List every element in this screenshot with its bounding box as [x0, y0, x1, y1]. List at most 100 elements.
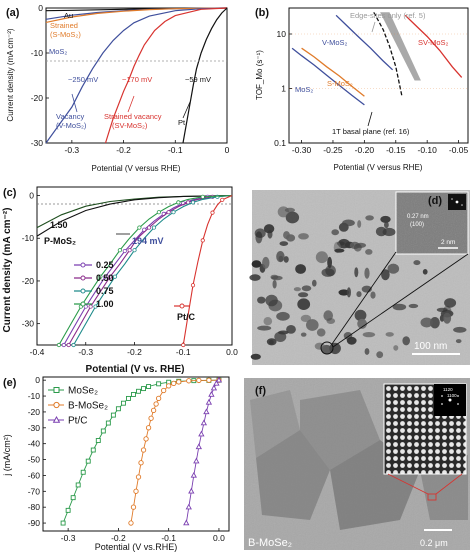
c-legend-label: 0.25 — [96, 260, 114, 270]
a-series-3 — [45, 7, 228, 144]
e-ytick-label: -10 — [28, 391, 41, 401]
nanoparticle — [365, 215, 374, 221]
e-point-2 — [195, 443, 202, 450]
c-legend-label: Pt/C — [177, 312, 196, 322]
label-59mv: ~59 mV — [185, 75, 211, 84]
b-edge-band — [380, 12, 421, 81]
c-series-5 — [58, 194, 233, 346]
nanoparticle — [354, 309, 367, 322]
nanoparticle — [297, 298, 311, 311]
fft-label-2: 1100 — [447, 393, 457, 398]
e-point-0 — [131, 392, 136, 397]
a-series-4 — [104, 7, 228, 144]
c-point-2 — [103, 274, 108, 279]
nanoparticle — [269, 339, 274, 345]
b-ytick-label: 0.1 — [274, 138, 286, 148]
nanoparticle — [365, 249, 373, 255]
c-point-6 — [181, 342, 186, 348]
panel-d-letter: (d) — [428, 195, 442, 207]
e-point-0 — [105, 420, 111, 426]
e-point-1 — [150, 407, 157, 413]
nanoparticle — [422, 269, 428, 275]
e-ytick-label: -20 — [28, 407, 41, 417]
label-c-p-mos2: P-MoS₂ — [44, 236, 76, 246]
nanoparticle — [270, 274, 279, 280]
e-point-0 — [70, 495, 76, 501]
c-point-4 — [71, 342, 76, 348]
panel-a-ylabel: Current density (mA cm⁻²) — [6, 28, 15, 121]
e-xtick-label: -0.3 — [61, 533, 76, 543]
a-ytick-label: -20 — [31, 93, 44, 103]
nanoparticle — [286, 325, 296, 334]
panel-a-xlabel: Potential (V versus RHE) — [92, 164, 181, 173]
b-series-2 — [335, 14, 394, 71]
c-ytick-label: -30 — [22, 319, 35, 329]
e-point-1 — [176, 379, 182, 385]
nanoparticle — [436, 307, 448, 312]
fft-spot — [441, 403, 443, 405]
nanoparticle — [357, 220, 362, 228]
fft-spot — [455, 200, 459, 204]
c-point-4 — [171, 210, 176, 215]
b-xtick-label: -0.20 — [355, 145, 375, 155]
panel-c-xlabel: Potential (V vs. RHE) — [86, 364, 185, 375]
e-point-0 — [136, 388, 141, 394]
e-point-1 — [133, 488, 139, 494]
e-point-2 — [203, 408, 210, 415]
nanoparticle — [346, 287, 351, 298]
c-point-3 — [147, 225, 152, 230]
arrow-vacancy — [71, 93, 78, 113]
nanoparticle — [444, 298, 457, 308]
panel-f-letter: (f) — [255, 385, 266, 397]
e-point-2 — [200, 419, 208, 426]
panel-e-ylabel: j (mA/cm²) — [2, 434, 12, 477]
label-v-mos2: (V-MoS₂) — [56, 121, 87, 130]
c-ytick-label: 0 — [29, 191, 34, 201]
nanoparticle — [277, 206, 290, 218]
e-point-1 — [148, 415, 154, 421]
c-ytick-label: -10 — [22, 233, 35, 243]
label-c-150: 1.50 — [50, 220, 68, 230]
nanoparticle — [376, 351, 384, 359]
arrow-pt — [182, 101, 191, 119]
e-point-0 — [126, 395, 131, 401]
c-point-3 — [127, 248, 132, 253]
a-series-5 — [182, 7, 228, 144]
nanoparticle — [298, 233, 309, 240]
nanoparticles — [249, 206, 467, 360]
fft-spot — [451, 198, 453, 200]
arrow-sv — [127, 95, 135, 113]
e-xtick-label: 0.0 — [213, 533, 225, 543]
nanoparticle — [268, 299, 283, 312]
panel-e-xlabel: Potential (V vs.RHE) — [95, 542, 178, 552]
e-point-2 — [213, 379, 220, 386]
e-point-1 — [140, 447, 147, 453]
nanoparticle — [300, 332, 307, 337]
nanoparticle — [338, 289, 350, 296]
a-xtick-label: -0.3 — [65, 145, 80, 155]
c-point-5 — [98, 274, 103, 279]
nanoparticle — [306, 319, 319, 331]
c-xtick-label: -0.2 — [127, 347, 142, 357]
nanoparticle — [263, 224, 275, 234]
label-basal: 1T basal plane (ref. 16) — [332, 127, 410, 136]
e-ytick-label: 0 — [35, 375, 40, 385]
nanosheet — [250, 390, 300, 458]
b-xtick-label: -0.10 — [417, 145, 437, 155]
nanoparticle — [283, 256, 289, 263]
c-point-4 — [190, 200, 196, 205]
nanoparticle — [413, 260, 421, 266]
label-strained: Strained — [50, 21, 78, 30]
nanosheet — [300, 390, 380, 470]
nanoparticle — [420, 317, 433, 328]
e-point-1 — [145, 425, 152, 431]
c-legend-label: 0.50 — [96, 273, 114, 283]
e-ytick-label: -50 — [28, 455, 41, 465]
panel-a: -0.3 -0.2 -0.1 0 0 -10 -20 -30 (a) Potential (V… — [6, 3, 230, 173]
nanoparticle — [392, 303, 407, 311]
b-xtick-label: -0.30 — [292, 145, 312, 155]
e-xtick-label: -0.2 — [111, 533, 126, 543]
e-point-0 — [75, 482, 81, 488]
c-xtick-label: -0.3 — [78, 347, 93, 357]
